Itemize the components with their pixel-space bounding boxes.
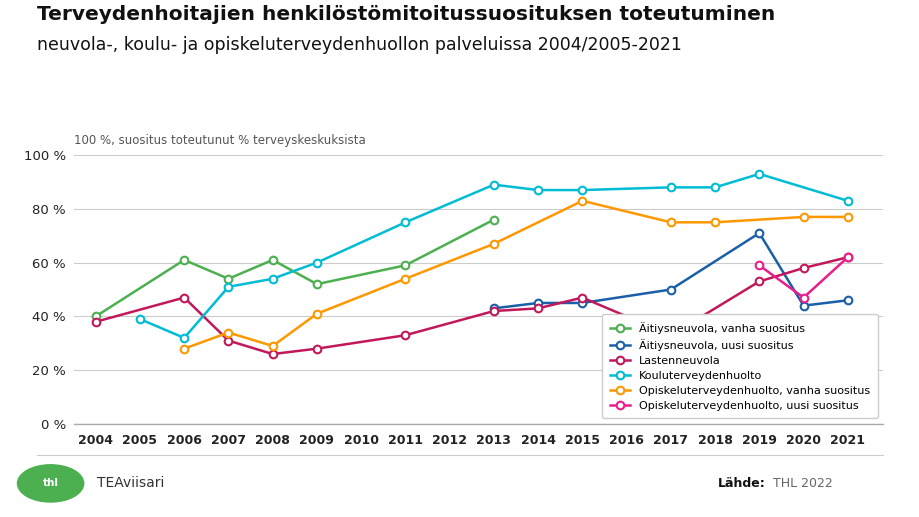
Äitiysneuvola, vanha suositus (400, 262, 411, 268)
Lastenneuvola (576, 295, 587, 301)
Kouluterveydenhuolto (532, 187, 543, 193)
Lastenneuvola (311, 345, 322, 352)
Kouluterveydenhuolto (753, 171, 764, 177)
Opiskeluterveydenhuolto, vanha suositus (797, 214, 808, 220)
Opiskeluterveydenhuolto, vanha suositus (842, 214, 853, 220)
Lastenneuvola (797, 265, 808, 271)
Legend: Äitiysneuvola, vanha suositus, Äitiysneuvola, uusi suositus, Lastenneuvola, Koul: Äitiysneuvola, vanha suositus, Äitiysneu… (601, 314, 877, 418)
Opiskeluterveydenhuolto, vanha suositus (400, 276, 411, 282)
Text: thl: thl (42, 478, 59, 489)
Äitiysneuvola, uusi suositus (664, 286, 675, 293)
Line: Opiskeluterveydenhuolto, uusi suositus: Opiskeluterveydenhuolto, uusi suositus (754, 253, 851, 301)
Lastenneuvola (400, 332, 411, 338)
Äitiysneuvola, uusi suositus (532, 300, 543, 306)
Lastenneuvola (267, 351, 278, 357)
Line: Lastenneuvola: Lastenneuvola (92, 253, 851, 358)
Text: 100 %, suositus toteutunut % terveyskeskuksista: 100 %, suositus toteutunut % terveyskesk… (74, 134, 365, 147)
Line: Äitiysneuvola, vanha suositus: Äitiysneuvola, vanha suositus (92, 216, 497, 320)
Äitiysneuvola, vanha suositus (267, 257, 278, 263)
Lastenneuvola (90, 318, 101, 325)
Opiskeluterveydenhuolto, uusi suositus (753, 262, 764, 268)
Äitiysneuvola, vanha suositus (488, 217, 499, 223)
Kouluterveydenhuolto (400, 219, 411, 225)
Äitiysneuvola, vanha suositus (178, 257, 189, 263)
Kouluterveydenhuolto (178, 335, 189, 341)
Kouluterveydenhuolto (134, 316, 145, 322)
Opiskeluterveydenhuolto, vanha suositus (576, 197, 587, 204)
Kouluterveydenhuolto (488, 181, 499, 188)
Äitiysneuvola, uusi suositus (488, 305, 499, 311)
Äitiysneuvola, uusi suositus (576, 300, 587, 306)
Opiskeluterveydenhuolto, vanha suositus (222, 329, 233, 336)
Kouluterveydenhuolto (576, 187, 587, 193)
Line: Kouluterveydenhuolto: Kouluterveydenhuolto (136, 170, 851, 342)
Text: neuvola-, koulu- ja opiskeluterveydenhuollon palveluissa 2004/2005-2021: neuvola-, koulu- ja opiskeluterveydenhuo… (37, 36, 681, 54)
Kouluterveydenhuolto (222, 284, 233, 290)
Opiskeluterveydenhuolto, vanha suositus (267, 343, 278, 349)
Äitiysneuvola, vanha suositus (90, 313, 101, 320)
Kouluterveydenhuolto (267, 276, 278, 282)
Lastenneuvola (222, 338, 233, 344)
Lastenneuvola (753, 278, 764, 284)
Lastenneuvola (664, 332, 675, 338)
Lastenneuvola (488, 308, 499, 314)
Opiskeluterveydenhuolto, uusi suositus (797, 295, 808, 301)
Lastenneuvola (178, 295, 189, 301)
Line: Opiskeluterveydenhuolto, vanha suositus: Opiskeluterveydenhuolto, vanha suositus (180, 197, 851, 353)
Kouluterveydenhuolto (842, 197, 853, 204)
Äitiysneuvola, uusi suositus (797, 302, 808, 309)
Äitiysneuvola, vanha suositus (222, 276, 233, 282)
Opiskeluterveydenhuolto, uusi suositus (842, 254, 853, 261)
Kouluterveydenhuolto (664, 184, 675, 190)
Opiskeluterveydenhuolto, vanha suositus (488, 241, 499, 247)
Line: Äitiysneuvola, uusi suositus: Äitiysneuvola, uusi suositus (490, 229, 851, 312)
Lastenneuvola (842, 254, 853, 261)
Text: TEAviisari: TEAviisari (96, 476, 164, 491)
Äitiysneuvola, uusi suositus (753, 230, 764, 236)
Opiskeluterveydenhuolto, vanha suositus (311, 311, 322, 317)
Text: THL 2022: THL 2022 (772, 477, 832, 490)
Opiskeluterveydenhuolto, vanha suositus (664, 219, 675, 225)
Lastenneuvola (532, 305, 543, 311)
Text: Terveydenhoitajien henkilöstömitoitussuosituksen toteutuminen: Terveydenhoitajien henkilöstömitoitussuo… (37, 5, 774, 24)
Opiskeluterveydenhuolto, vanha suositus (178, 345, 189, 352)
Text: Lähde:: Lähde: (717, 477, 765, 490)
Kouluterveydenhuolto (311, 260, 322, 266)
Kouluterveydenhuolto (709, 184, 720, 190)
Äitiysneuvola, uusi suositus (842, 297, 853, 303)
Äitiysneuvola, vanha suositus (311, 281, 322, 287)
Opiskeluterveydenhuolto, vanha suositus (709, 219, 720, 225)
